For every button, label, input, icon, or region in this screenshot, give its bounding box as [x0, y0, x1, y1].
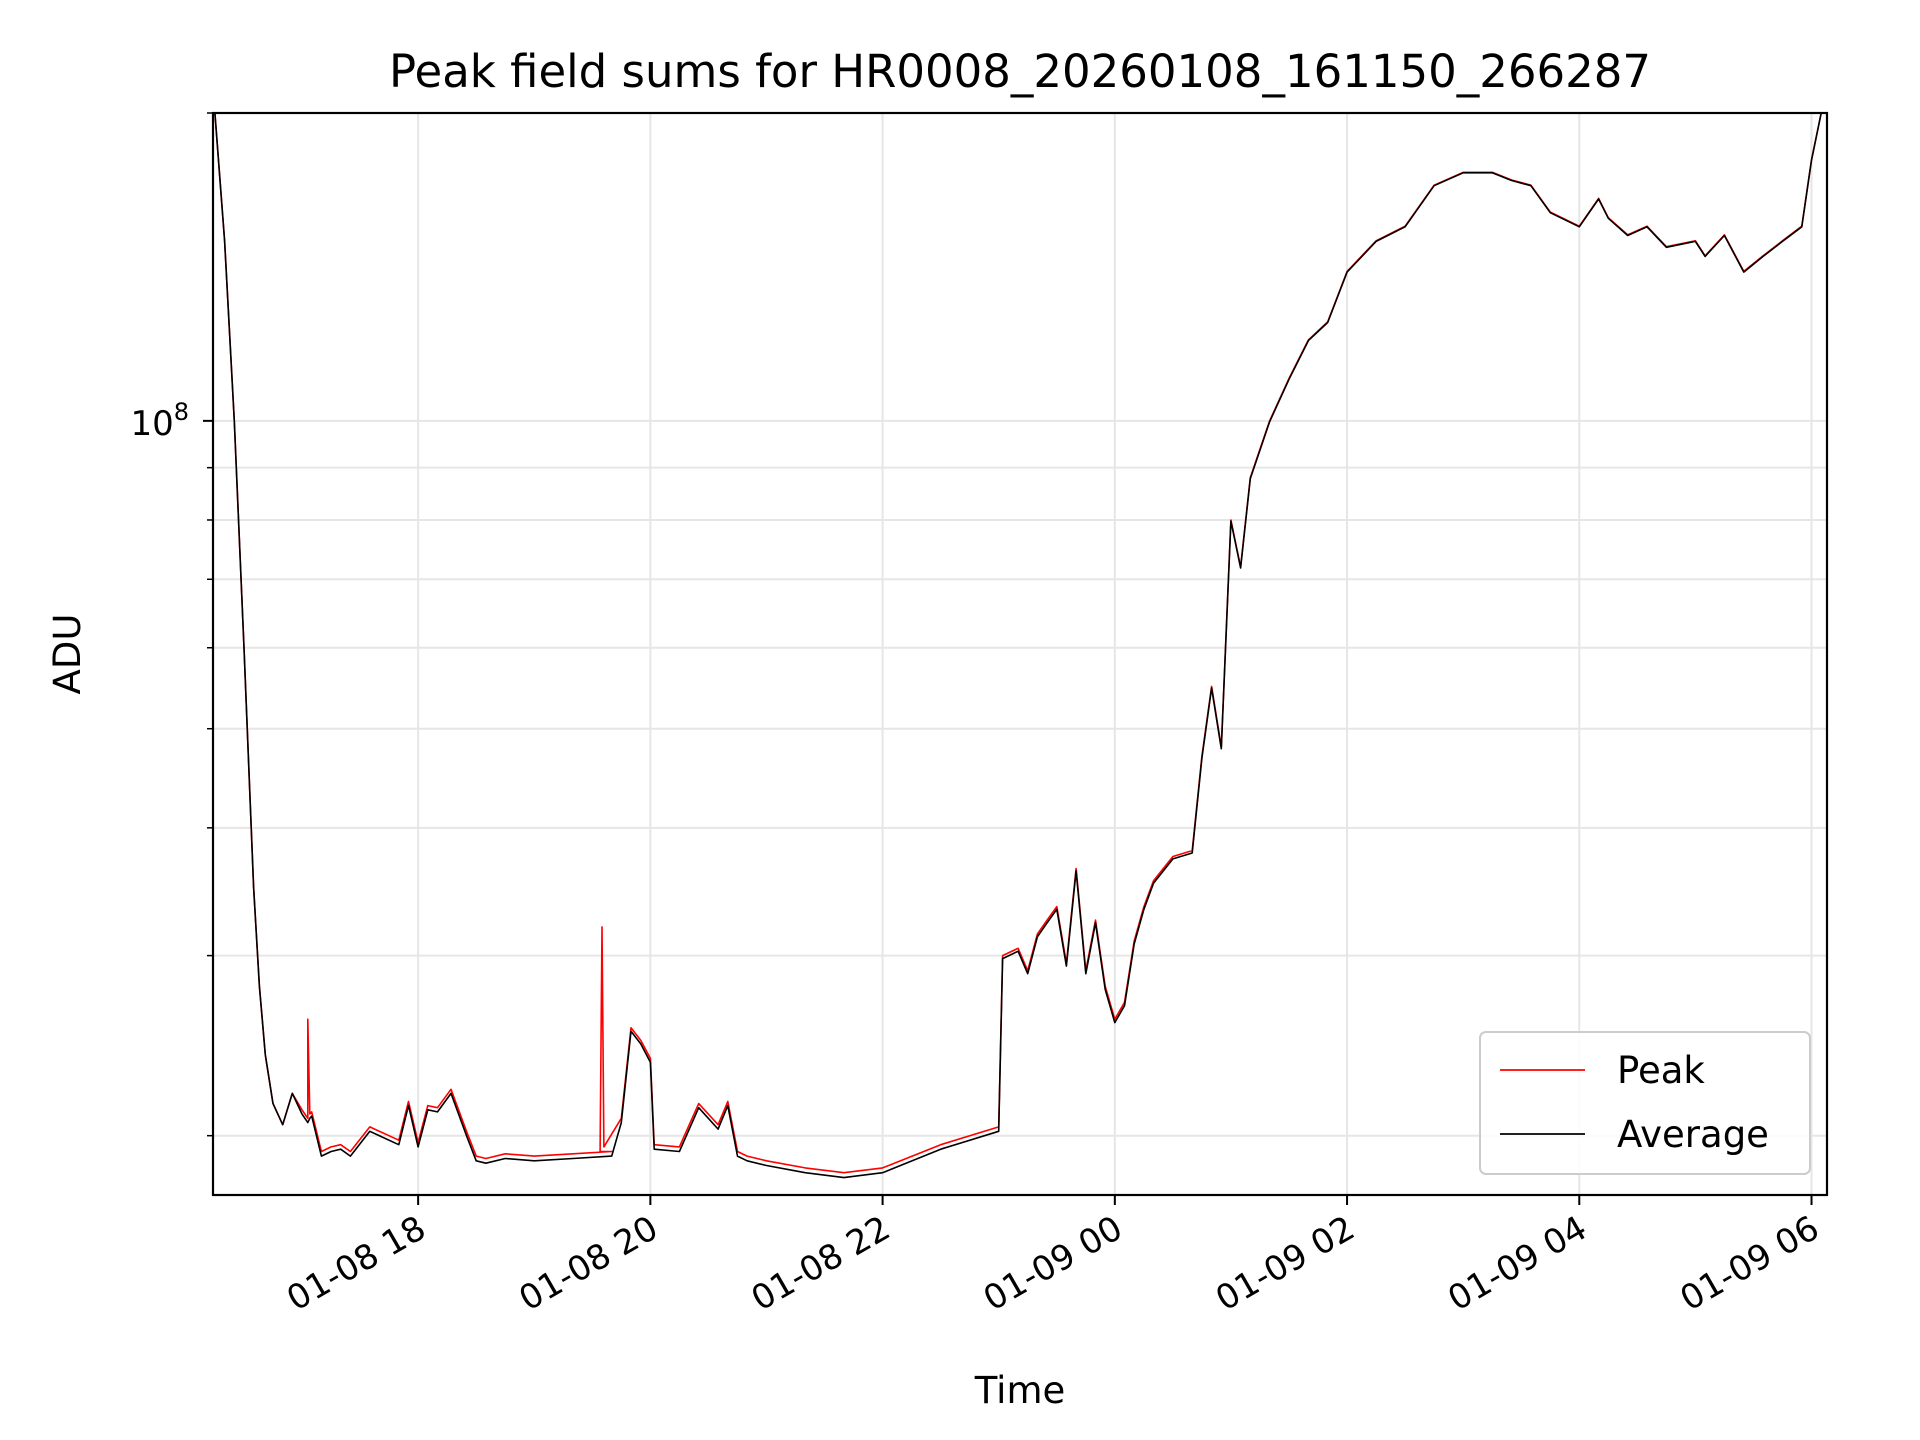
x-axis-label: Time: [974, 1369, 1066, 1412]
legend-label-peak: Peak: [1617, 1049, 1705, 1092]
series-layer: [214, 113, 1822, 1179]
chart-title: Peak field sums for HR0008_20260108_1611…: [389, 45, 1651, 98]
series-line-average: [214, 113, 1822, 1179]
plot-frame: [211, 111, 1829, 1197]
y-tick-label: 108: [130, 398, 189, 444]
legend-box: [1479, 1031, 1811, 1175]
legend-label-average: Average: [1617, 1113, 1769, 1156]
y-axis-label: ADU: [46, 614, 89, 695]
legend: Peak Average: [1479, 1031, 1811, 1175]
